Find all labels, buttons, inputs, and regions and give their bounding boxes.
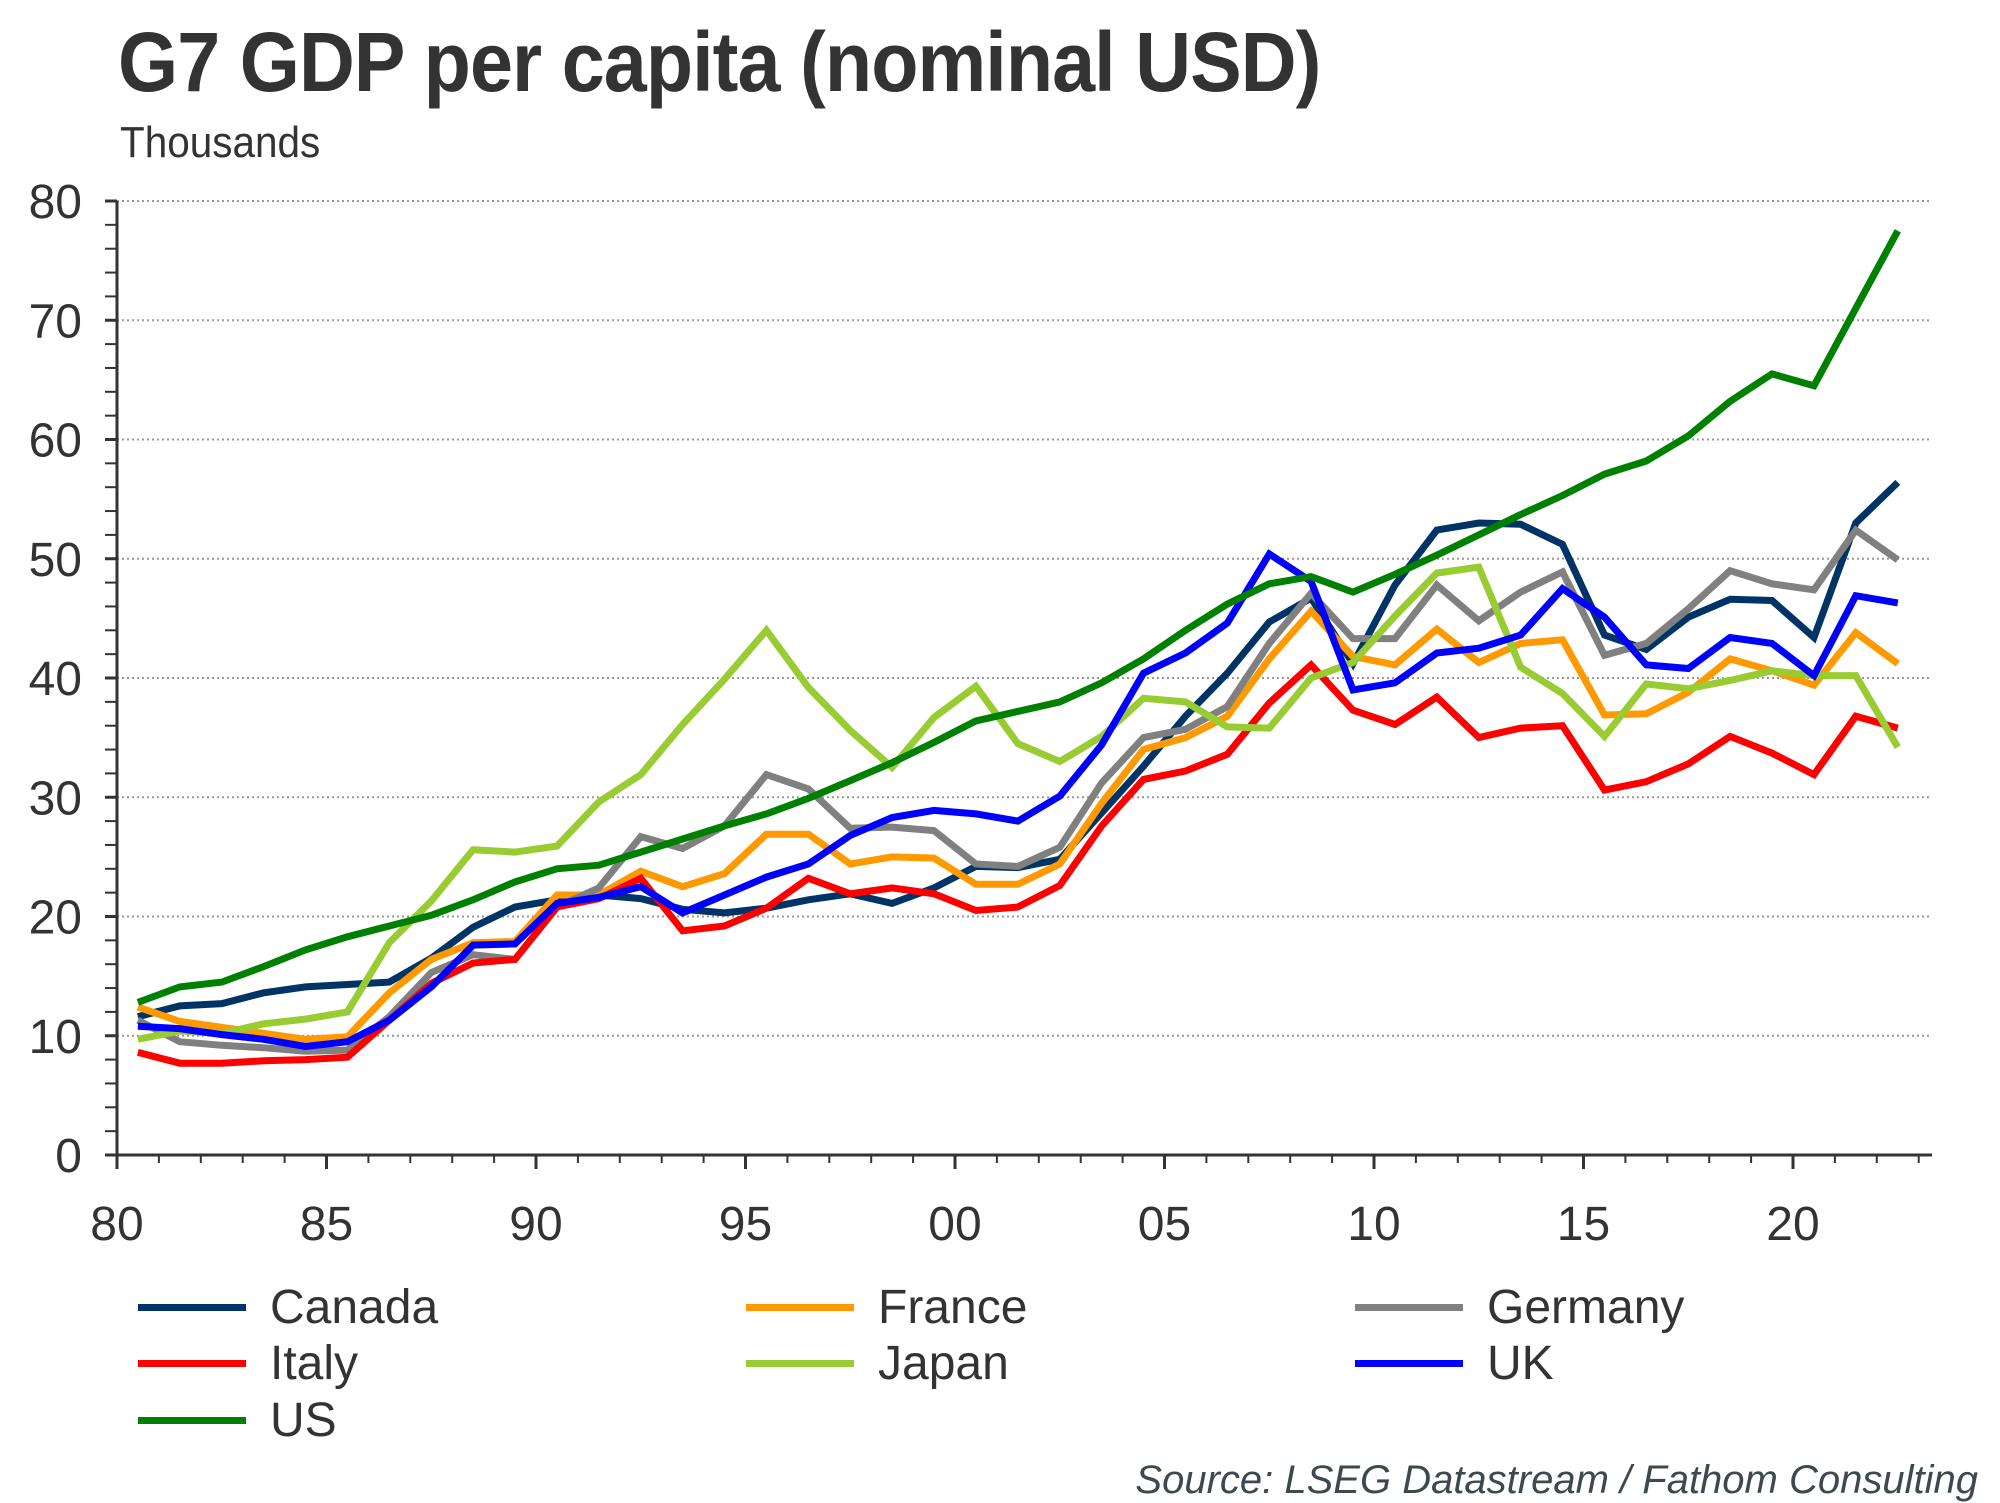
y-tick-label: 60 <box>29 415 82 468</box>
y-tick-label: 80 <box>29 176 82 229</box>
x-tick-label: 90 <box>509 1198 562 1251</box>
series-line-france <box>136 605 1900 1043</box>
legend-item-france: France <box>746 1280 1028 1334</box>
x-tick-label: 80 <box>90 1198 143 1251</box>
legend-item-us: US <box>138 1393 337 1447</box>
gridlines <box>117 200 1932 1037</box>
legend-label: Canada <box>270 1280 439 1334</box>
x-tick-label: 85 <box>300 1198 353 1251</box>
legend-swatch-germany <box>1355 1303 1463 1311</box>
x-tick-label: 00 <box>928 1198 981 1251</box>
legend-item-japan: Japan <box>746 1336 1009 1390</box>
legend-swatch-italy <box>138 1359 246 1367</box>
y-tick-label: 70 <box>29 295 82 348</box>
series-line-canada <box>137 479 1901 1021</box>
series-line-germany <box>136 525 1900 1055</box>
legend-swatch-japan <box>746 1359 854 1367</box>
y-tick-label: 10 <box>29 1011 82 1064</box>
series-line-japan <box>137 563 1901 1043</box>
legend-label: UK <box>1487 1336 1554 1390</box>
x-tick-label: 05 <box>1138 1198 1191 1251</box>
legend-label: Japan <box>878 1336 1009 1390</box>
x-tick-label: 15 <box>1557 1198 1610 1251</box>
series-line-us <box>136 229 1901 1006</box>
series-lines <box>136 229 1901 1067</box>
legend-label: Germany <box>1487 1280 1685 1334</box>
legend-item-italy: Italy <box>138 1336 359 1390</box>
legend-item-germany: Germany <box>1355 1280 1685 1334</box>
axes <box>105 199 1932 1169</box>
y-axis-unit-label: Thousands <box>120 118 321 167</box>
legend-swatch-france <box>746 1303 854 1311</box>
x-tick-label: 10 <box>1347 1198 1400 1251</box>
legend-swatch-us <box>138 1416 246 1424</box>
legend-swatch-canada <box>138 1303 246 1311</box>
y-tick-label: 30 <box>29 772 82 825</box>
legend-label: US <box>270 1393 337 1447</box>
y-tick-label: 0 <box>55 1130 82 1183</box>
chart-title: G7 GDP per capita (nominal USD) <box>118 15 1321 109</box>
source-note: Source: LSEG Datastream / Fathom Consult… <box>1135 1458 1978 1502</box>
series-line-uk <box>137 549 1899 1051</box>
legend-label: France <box>878 1280 1028 1334</box>
y-tick-label: 40 <box>29 653 82 706</box>
x-tick-label: 95 <box>719 1198 772 1251</box>
legend-item-uk: UK <box>1355 1336 1554 1390</box>
y-tick-label: 20 <box>29 892 82 945</box>
x-tick-label: 20 <box>1766 1198 1819 1251</box>
y-tick-label: 50 <box>29 534 82 587</box>
legend-item-canada: Canada <box>138 1280 439 1334</box>
y-tick-labels: 0 10 20 30 40 50 60 70 80 <box>29 176 82 1183</box>
legend-swatch-uk <box>1355 1359 1463 1367</box>
legend-label: Italy <box>270 1336 359 1390</box>
x-tick-labels: 80 85 90 95 00 05 10 15 20 <box>90 1198 1819 1251</box>
